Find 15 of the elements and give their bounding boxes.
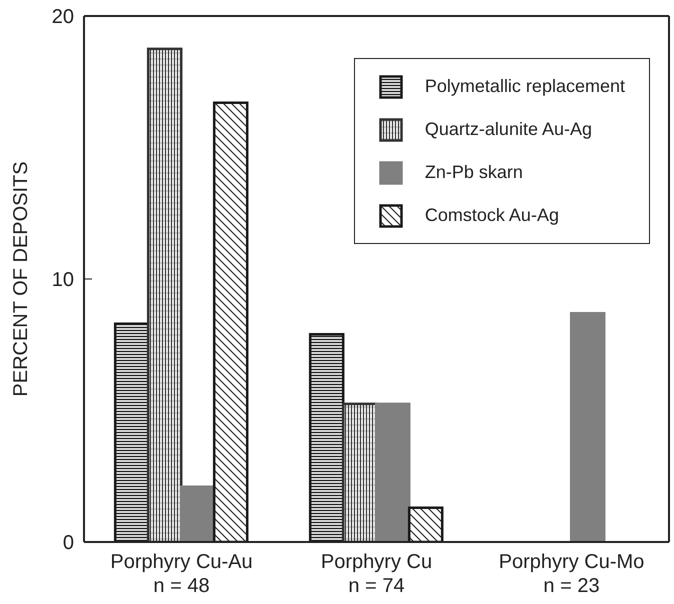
bar (146, 48, 182, 542)
legend-label: Zn-Pb skarn (424, 162, 523, 183)
y-tick-label: 20 (52, 6, 74, 28)
bar (570, 312, 606, 542)
legend-label: Polymetallic replacement (424, 76, 625, 97)
y-tick-label: 10 (52, 269, 74, 292)
y-axis-title: PERCENT OF DEPOSITS (10, 161, 32, 397)
x-tick-label: Porphyry Cu-Au n = 48 (110, 551, 253, 597)
bar (374, 402, 410, 542)
y-tick-label: 0 (62, 532, 74, 554)
legend-label: Quartz-alunite Au-Ag (424, 119, 592, 140)
legend-label: Comstock Au-Ag (424, 205, 559, 226)
x-tick-label: Porphyry Cu-Mo n = 23 (498, 551, 644, 597)
bar (342, 402, 378, 542)
x-tick-label: Porphyry Cu n = 74 (320, 551, 432, 597)
